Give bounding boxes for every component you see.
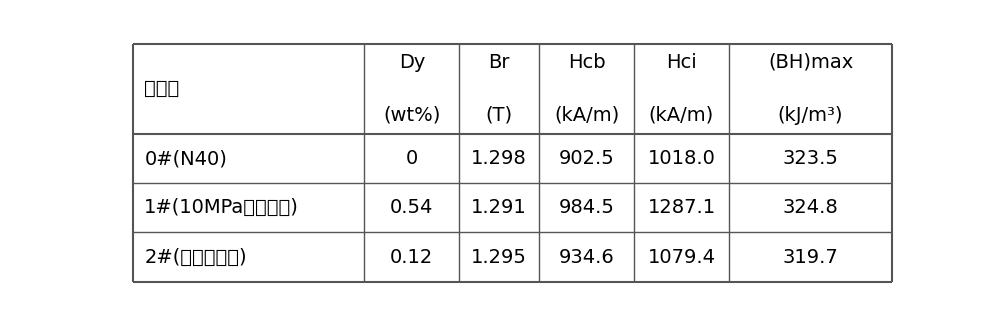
Text: 1.291: 1.291 xyxy=(471,198,527,217)
Text: 1.295: 1.295 xyxy=(471,248,527,267)
Text: 1#(10MPa加压扩渗): 1#(10MPa加压扩渗) xyxy=(144,198,299,217)
Text: 902.5: 902.5 xyxy=(559,149,614,168)
Text: 1287.1: 1287.1 xyxy=(647,198,716,217)
Text: Hci

(kA/m): Hci (kA/m) xyxy=(649,53,714,125)
Text: 0.12: 0.12 xyxy=(390,248,433,267)
Text: Dy

(wt%): Dy (wt%) xyxy=(383,53,441,125)
Text: 0: 0 xyxy=(406,149,418,168)
Text: 1.298: 1.298 xyxy=(471,149,527,168)
Text: 1018.0: 1018.0 xyxy=(648,149,715,168)
Text: 323.5: 323.5 xyxy=(783,149,839,168)
Text: 1079.4: 1079.4 xyxy=(647,248,715,267)
Text: 934.6: 934.6 xyxy=(559,248,614,267)
Text: 984.5: 984.5 xyxy=(559,198,614,217)
Text: Br

(T): Br (T) xyxy=(486,53,513,125)
Text: (BH)max

(kJ/m³): (BH)max (kJ/m³) xyxy=(768,53,853,125)
Text: Hcb

(kA/m): Hcb (kA/m) xyxy=(554,53,619,125)
Text: 0#(N40): 0#(N40) xyxy=(144,149,227,168)
Text: 319.7: 319.7 xyxy=(783,248,838,267)
Text: 2#(未加压扩渗): 2#(未加压扩渗) xyxy=(144,248,247,267)
Text: 样品号: 样品号 xyxy=(144,79,180,98)
Text: 0.54: 0.54 xyxy=(390,198,434,217)
Text: 324.8: 324.8 xyxy=(783,198,838,217)
